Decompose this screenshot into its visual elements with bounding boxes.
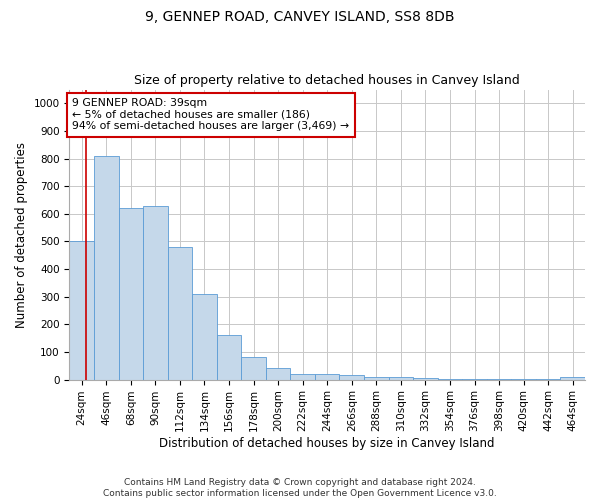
Bar (315, 374, 340, 380)
Y-axis label: Number of detached properties: Number of detached properties (15, 142, 28, 328)
Bar (119, 208, 143, 380)
Bar (290, 374, 315, 380)
Bar (241, 358, 266, 380)
Bar (462, 379, 487, 380)
Bar (167, 247, 192, 380)
Bar (389, 378, 413, 380)
Bar (70, 242, 94, 380)
X-axis label: Distribution of detached houses by size in Canvey Island: Distribution of detached houses by size … (160, 437, 495, 450)
Bar (364, 377, 389, 380)
Bar (266, 368, 290, 380)
Bar (413, 378, 437, 380)
Title: Size of property relative to detached houses in Canvey Island: Size of property relative to detached ho… (134, 74, 520, 87)
Bar (192, 294, 217, 380)
Text: 9 GENNEP ROAD: 39sqm
← 5% of detached houses are smaller (186)
94% of semi-detac: 9 GENNEP ROAD: 39sqm ← 5% of detached ho… (72, 98, 349, 132)
Bar (437, 379, 462, 380)
Bar (143, 206, 167, 380)
Text: 9, GENNEP ROAD, CANVEY ISLAND, SS8 8DB: 9, GENNEP ROAD, CANVEY ISLAND, SS8 8DB (145, 10, 455, 24)
Bar (340, 376, 364, 380)
Bar (217, 336, 241, 380)
Bar (487, 379, 511, 380)
Text: Contains HM Land Registry data © Crown copyright and database right 2024.
Contai: Contains HM Land Registry data © Crown c… (103, 478, 497, 498)
Bar (94, 156, 119, 380)
Bar (560, 378, 585, 380)
